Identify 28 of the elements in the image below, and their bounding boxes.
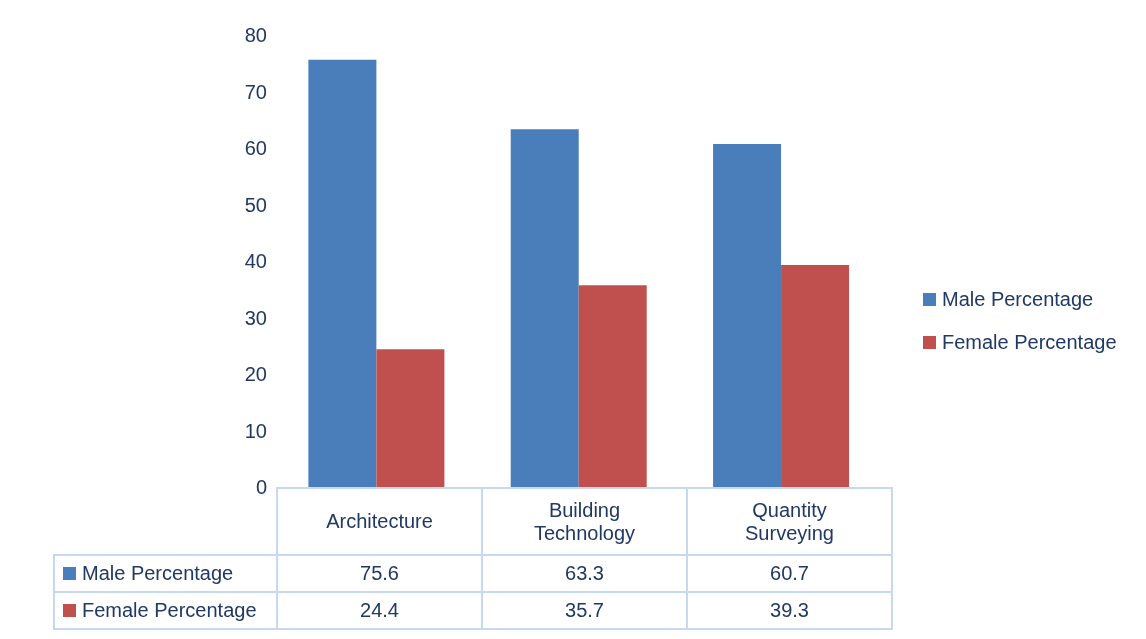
y-tick-label: 70 xyxy=(244,80,267,103)
x-tick-label: Quantity Surveying xyxy=(744,498,835,545)
bar xyxy=(713,144,782,487)
legend-label: Male Percentage xyxy=(54,555,277,592)
y-tick-label: 60 xyxy=(244,137,267,160)
data-label: 35.7 xyxy=(482,592,687,629)
data-label: 63.3 xyxy=(482,555,687,592)
y-tick-label: 0 xyxy=(255,476,267,499)
y-tick-label: 40 xyxy=(244,250,267,273)
y-tick-label: 50 xyxy=(244,193,267,216)
text: Female Percentage xyxy=(82,599,257,621)
text: Male Percentage xyxy=(942,288,1094,310)
bar xyxy=(308,59,377,487)
data-label: 39.3 xyxy=(687,592,892,629)
y-tick-label: 20 xyxy=(244,363,267,386)
bar xyxy=(510,129,579,487)
data-label: 24.4 xyxy=(277,592,482,629)
legend-label: Female Percentage xyxy=(942,331,1117,354)
bar xyxy=(578,285,647,487)
data-label: 60.7 xyxy=(687,555,892,592)
bar xyxy=(376,349,445,487)
y-tick-label: 10 xyxy=(244,419,267,442)
x-tick-label: Building Technology xyxy=(532,498,637,545)
bar xyxy=(781,264,850,487)
data-label: 75.6 xyxy=(277,555,482,592)
y-tick-label: 30 xyxy=(244,306,267,329)
x-tick-label: Architecture xyxy=(325,510,434,533)
y-tick-label: 80 xyxy=(244,24,267,47)
